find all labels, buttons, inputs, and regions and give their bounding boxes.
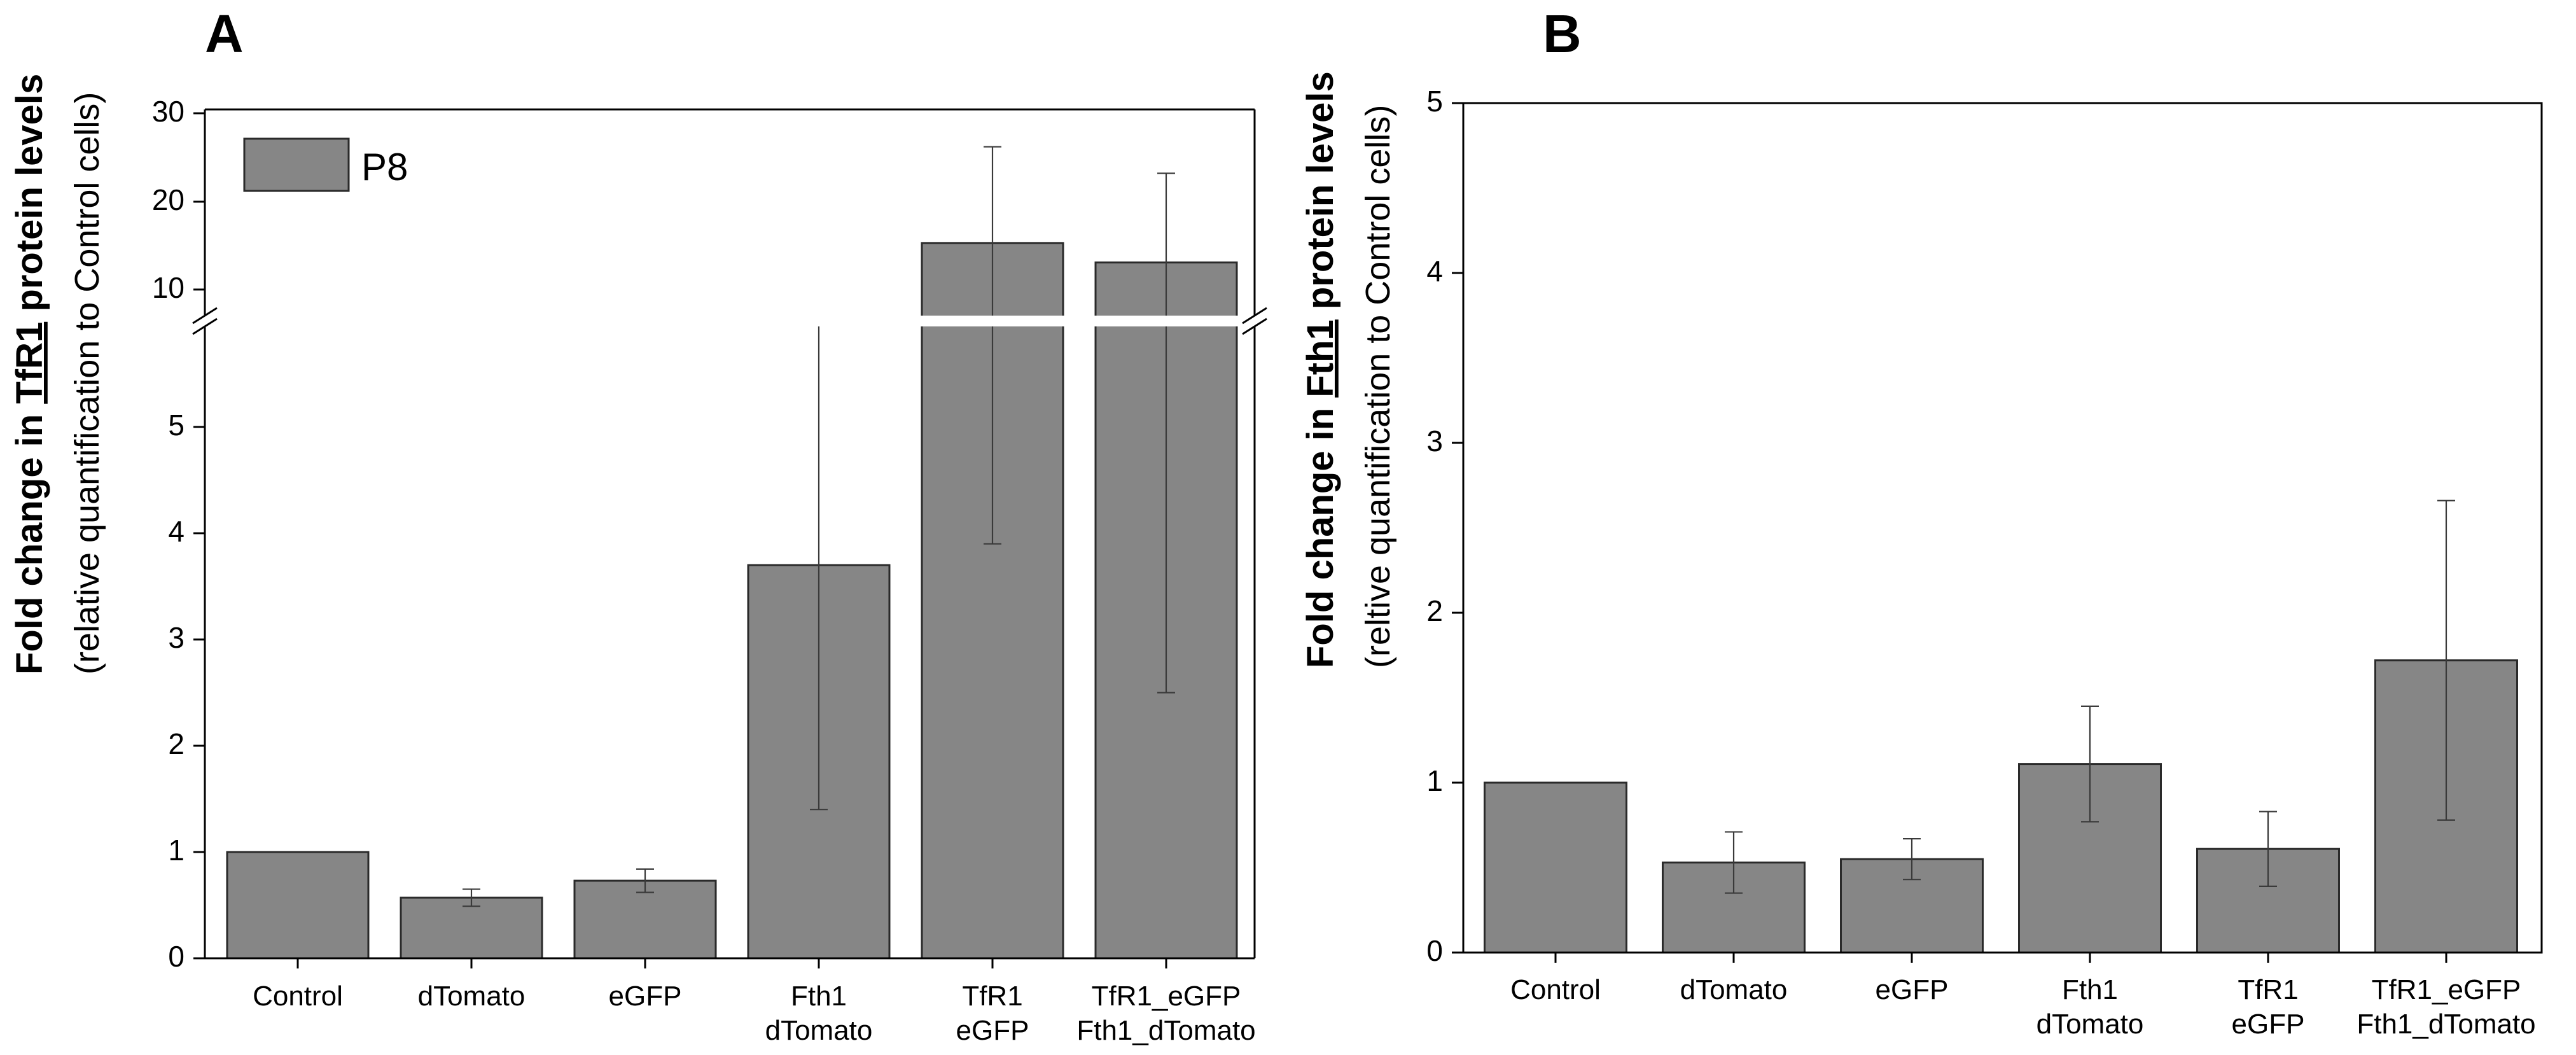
y-tick-label-b-3: 3 [1426,424,1443,458]
y-tick-label-b-5: 5 [1426,85,1443,118]
x-label-fth1-dtomato: Fth1 dTomato [2036,974,2144,1040]
y-axis-subtitle-a: (relative quantification to Control cell… [68,92,106,674]
y-tick-label-a-30: 30 [152,95,184,128]
axes-box-b [1462,102,2543,954]
break-mark-left-1 [192,307,218,325]
y-ticks-a [193,112,205,960]
x-tick-labels-a: Control dTomato eGFP Fth1 dTomato TfR1 eGFP TfR… [253,981,1256,1046]
x-label-tfr1-egfp: TfR1 eGFP [956,981,1029,1046]
x-label-dtomato: dTomato [1680,974,1788,1005]
axes-frame-b [1462,102,2543,954]
x-label-fth1-dtomato: Fth1 dTomato [765,981,873,1046]
y-axis-subtitle-b-text: (reltive quantification to Control cells… [1359,105,1397,668]
y-tick-label-a-20: 20 [152,183,184,216]
y-tick-labels-a: 0 1 2 3 4 5 10 20 30 [152,95,184,973]
bar-control [226,851,370,960]
legend-a: P8 [243,137,408,192]
y-tick-label-a-2: 2 [168,727,184,760]
axis-break-band-a [197,316,1262,326]
legend-label-p8: P8 [361,146,408,188]
y-tick-label-b-4: 4 [1426,255,1443,288]
x-label-egfp: eGFP [1876,974,1949,1005]
y-tick-label-b-0: 0 [1426,934,1443,967]
legend-swatch-p8 [243,137,350,192]
y-tick-label-a-5: 5 [168,409,184,442]
panel-b: B Fold change in Fth1 protein levels (re… [1300,4,2543,1040]
x-label-tfr1-egfp: TfR1 eGFP [2232,974,2305,1040]
bar-control [1484,781,1627,954]
y-tick-label-a-4: 4 [168,515,184,548]
y-tick-label-a-10: 10 [152,271,184,304]
y-axis-subtitle-b: (reltive quantification to Control cells… [1359,105,1397,668]
y-tick-label-b-1: 1 [1426,764,1443,797]
y-ticks-b [1452,102,1463,954]
y-axis-title-b-main: Fold change in Fth1 protein levels [1300,71,1341,668]
y-tick-label-a-0: 0 [168,940,184,973]
y-axis-title-a: Fold change in TfR1 protein levels [9,74,50,674]
y-tick-label-b-2: 2 [1426,594,1443,627]
y-tick-label-a-1: 1 [168,834,184,867]
break-mark-right-1 [1242,307,1267,325]
x-label-tfr1-egfp-fth1-dtomato: TfR1_eGFP Fth1_dTomato [1076,981,1255,1046]
y-tick-label-a-3: 3 [168,621,184,654]
panel-label-a: A [205,4,244,64]
break-mark-left-2 [192,318,218,335]
x-label-control: Control [253,981,343,1012]
y-axis-subtitle-a-text: (relative quantification to Control cell… [68,92,106,674]
panel-a: A Fold change in TfR1 protein levels (re… [9,4,1267,1046]
y-tick-labels-b: 0 1 2 3 4 5 [1426,85,1443,967]
x-tick-labels-b: Control dTomato eGFP Fth1 dTomato TfR1 eGFP TfR… [1510,974,2536,1040]
x-label-egfp: eGFP [609,981,682,1012]
x-label-control: Control [1510,974,1601,1005]
y-axis-title-a-main: Fold change in TfR1 protein levels [9,74,50,674]
panel-label-b: B [1543,4,1582,64]
break-mark-right-2 [1242,318,1267,335]
x-label-tfr1-egfp-fth1-dtomato: TfR1_eGFP Fth1_dTomato [2357,974,2535,1040]
bars-a [226,146,1238,968]
bars-b [1484,500,2518,963]
y-axis-title-b: Fold change in Fth1 protein levels [1300,71,1341,668]
x-label-dtomato: dTomato [418,981,526,1012]
